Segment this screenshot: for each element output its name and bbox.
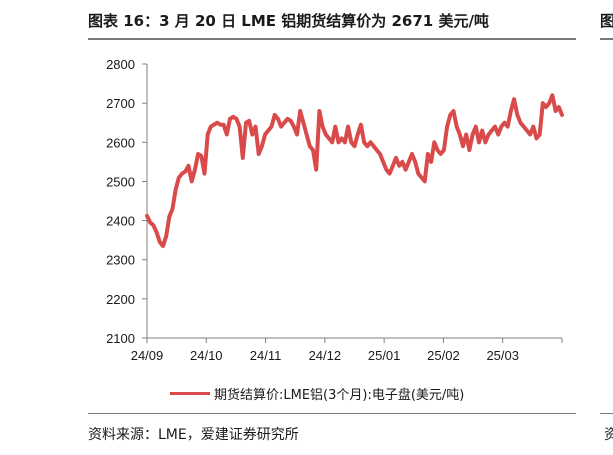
y-tick-label: 2500 [106,174,135,189]
x-tick-label: 24/10 [190,348,223,363]
x-tick-label: 25/01 [368,348,401,363]
y-tick-label: 2200 [106,292,135,307]
legend: 期货结算价:LME铝(3个月):电子盘(美元/吨) [170,383,464,403]
adjacent-figure-title-fragment: 图 [600,12,613,30]
x-axis: 24/09 24/10 24/11 24/12 25/01 25/02 25/03 [131,337,563,363]
x-tick-label: 24/09 [131,348,164,363]
x-tick-label: 25/02 [427,348,460,363]
source-rule [88,413,576,414]
adjacent-title-rule [600,38,613,40]
legend-label: 期货结算价:LME铝(3个月):电子盘(美元/吨) [214,387,465,403]
chart-title: 图表 16：3 月 20 日 LME 铝期货结算价为 2671 美元/吨 [88,12,489,30]
x-tick-label: 25/03 [486,348,519,363]
y-tick-label: 2100 [106,331,135,346]
x-tick-label: 24/12 [309,348,342,363]
adjacent-source-rule [600,413,613,414]
y-tick-label: 2800 [106,57,135,72]
x-tick-label: 24/11 [250,348,282,363]
y-tick-label: 2600 [106,135,135,150]
series-layer [145,93,564,248]
title-rule [88,38,576,40]
source-note: 资料来源：LME，爱建证券研究所 [88,427,299,443]
series-line [145,93,564,248]
legend-swatch [170,391,210,395]
y-tick-label: 2300 [106,253,135,268]
adjacent-source-fragment: 资 [604,427,613,443]
y-axis: 2100 2200 2300 2400 2500 2600 2700 2800 [106,57,148,346]
y-tick-label: 2400 [106,214,135,229]
y-tick-label: 2700 [106,96,135,111]
